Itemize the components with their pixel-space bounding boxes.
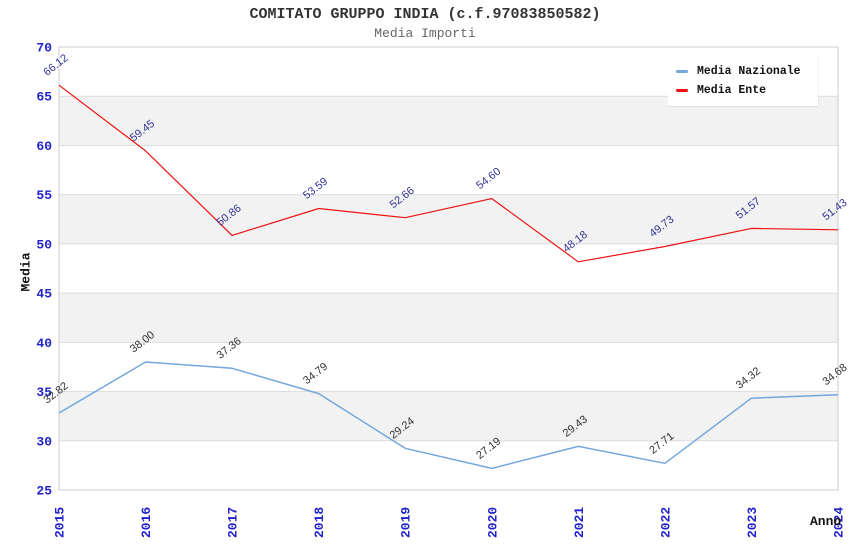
y-tick-label: 50: [36, 237, 52, 252]
y-tick-label: 55: [36, 188, 52, 203]
x-tick-label: 2024: [832, 507, 847, 538]
y-tick-label: 25: [36, 484, 52, 499]
y-axis-title: Media: [18, 252, 34, 292]
media-nazionale-line: [58, 361, 839, 470]
x-tick-label: 2020: [485, 507, 500, 538]
media-ente-line: [58, 84, 839, 263]
x-tick-label: 2019: [399, 507, 414, 538]
y-tick-label: 30: [36, 434, 52, 449]
grid-band: [59, 293, 838, 343]
y-tick-label: 35: [36, 385, 52, 400]
y-tick-label: 70: [36, 41, 52, 56]
y-tick-label: 45: [36, 287, 52, 302]
legend-item-media-ente: Media Ente: [676, 81, 818, 100]
x-tick-label: 2015: [53, 507, 68, 538]
legend-label: Media Ente: [697, 84, 767, 97]
x-tick-label: 2021: [572, 507, 587, 538]
plot-border: [58, 46, 839, 491]
y-tick-label: 60: [36, 139, 52, 154]
media-ente-line-swatch-icon: [676, 89, 688, 92]
grid-band: [59, 391, 838, 441]
x-tick-label: 2018: [312, 507, 327, 538]
media-nazionale-line-swatch-icon: [676, 70, 688, 73]
x-tick-label: 2023: [745, 507, 760, 538]
chart-legend: Media Nazionale Media Ente: [668, 55, 818, 106]
grid-band: [59, 194, 838, 244]
chart-subtitle: Media Importi: [374, 26, 476, 41]
x-tick-label: 2016: [139, 507, 154, 538]
y-tick-label: 40: [36, 336, 52, 351]
x-tick-label: 2017: [226, 507, 241, 538]
legend-label: Media Nazionale: [697, 65, 801, 78]
legend-item-media-nazionale: Media Nazionale: [676, 62, 818, 81]
y-tick-label: 65: [36, 90, 52, 105]
x-tick-label: 2022: [658, 507, 673, 538]
chart-title: COMITATO GRUPPO INDIA (c.f.97083850582): [249, 6, 601, 23]
x-axis-title: Anno: [810, 514, 842, 529]
